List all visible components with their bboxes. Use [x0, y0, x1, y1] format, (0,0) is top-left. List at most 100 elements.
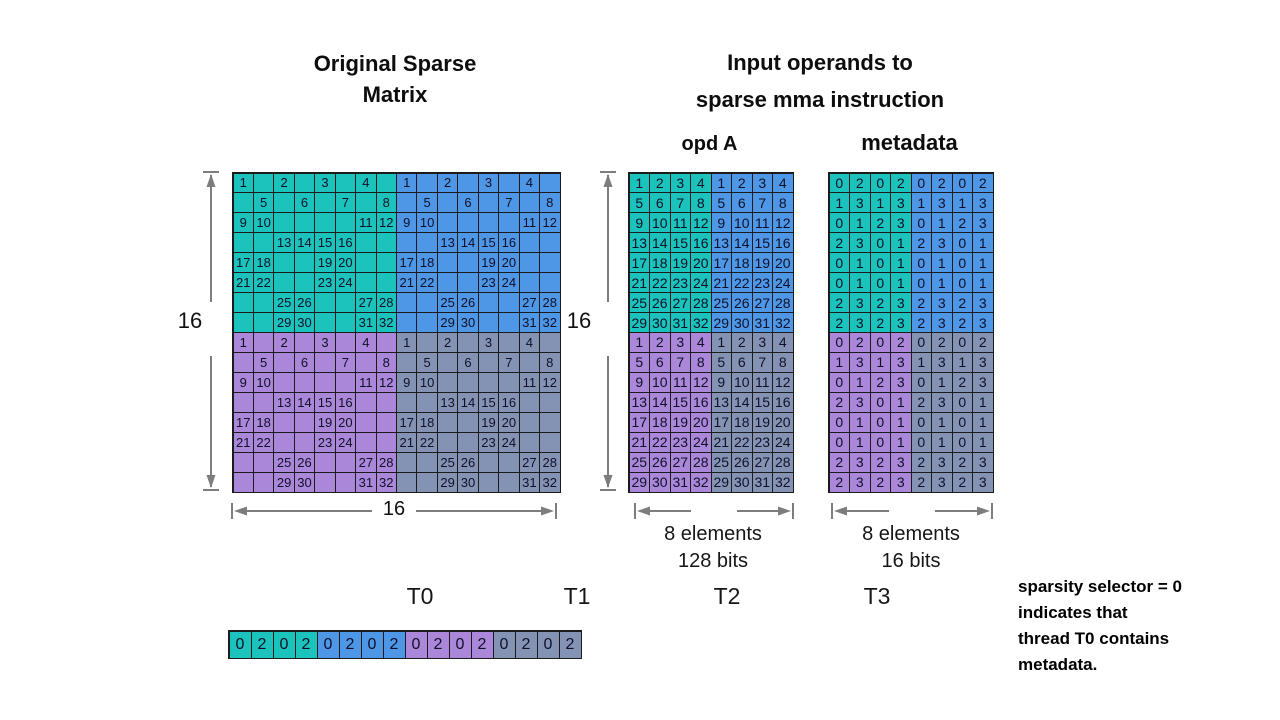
matrix-cell: 0 — [952, 273, 972, 293]
matrix-cell — [315, 352, 335, 372]
matrix-cell: 0 — [829, 273, 849, 293]
selector-strip-cell: 2 — [383, 631, 405, 658]
matrix-cell: 1 — [973, 233, 993, 253]
matrix-cell: 1 — [952, 352, 972, 372]
matrix-cell: 28 — [773, 452, 793, 472]
matrix-cell — [437, 432, 458, 452]
matrix-cell: 28 — [691, 452, 711, 472]
matrix-cell: 2 — [952, 472, 972, 492]
matrix-cell: 7 — [499, 352, 519, 372]
matrix-cell: 0 — [952, 233, 972, 253]
matrix-cell: 0 — [952, 392, 972, 412]
matrix-cell: 1 — [870, 352, 890, 372]
matrix-cell — [540, 233, 560, 253]
matrix-cell — [294, 333, 315, 352]
matrix-cell: 1 — [850, 412, 870, 432]
matrix-cell — [335, 452, 356, 472]
selector-strip-cell: 0 — [317, 631, 339, 658]
matrix-cell: 26 — [458, 452, 478, 472]
matrix-cell: 16 — [691, 233, 711, 253]
matrix-cell — [478, 293, 499, 313]
matrix-cell: 16 — [499, 233, 519, 253]
opd-a-size-note: 8 elements 128 bits — [628, 521, 798, 575]
matrix-cell: 1 — [891, 233, 911, 253]
matrix-cell — [253, 313, 274, 332]
matrix-cell: 5 — [711, 193, 731, 213]
matrix-cell: 23 — [670, 273, 690, 293]
matrix-cell: 14 — [294, 392, 315, 412]
matrix-cell: 2 — [732, 173, 752, 193]
matrix-cell: 13 — [629, 233, 649, 253]
matrix-cell: 19 — [670, 253, 690, 273]
matrix-cell: 19 — [752, 412, 772, 432]
matrix-cell: 3 — [850, 392, 870, 412]
matrix-cell — [437, 213, 458, 233]
matrix-cell: 18 — [732, 412, 752, 432]
matrix-cell: 13 — [274, 392, 294, 412]
matrix-cell: 1 — [850, 213, 870, 233]
matrix-cell: 15 — [315, 233, 335, 253]
matrix-cell: 30 — [294, 313, 315, 332]
matrix-cell: 27 — [519, 293, 540, 313]
sparsity-selector-note-line2: indicates that — [1018, 603, 1128, 622]
matrix-cell: 0 — [829, 333, 849, 352]
selector-strip-cell: 2 — [251, 631, 273, 658]
matrix-cell: 0 — [829, 412, 849, 432]
matrix-cell — [458, 273, 478, 293]
matrix-cell: 24 — [773, 273, 793, 293]
matrix-cell: 5 — [417, 352, 437, 372]
matrix-cell — [315, 313, 335, 332]
matrix-cell: 3 — [850, 313, 870, 332]
matrix-cell: 29 — [629, 472, 649, 492]
matrix-cell — [315, 293, 335, 313]
matrix-cell: 1 — [891, 253, 911, 273]
matrix-cell: 7 — [335, 193, 356, 213]
matrix-cell: 2 — [850, 173, 870, 193]
matrix-cell: 1 — [629, 173, 649, 193]
selector-strip-cell: 2 — [427, 631, 449, 658]
matrix-cell: 18 — [650, 253, 670, 273]
matrix-cell: 3 — [850, 472, 870, 492]
matrix-cell: 7 — [670, 193, 690, 213]
matrix-cell: 4 — [519, 173, 540, 193]
matrix-cell: 1 — [911, 193, 931, 213]
matrix-cell: 1 — [973, 392, 993, 412]
matrix-cell: 0 — [870, 253, 890, 273]
matrix-cell: 0 — [829, 372, 849, 392]
matrix-cell: 2 — [829, 293, 849, 313]
matrix-cell: 20 — [499, 412, 519, 432]
matrix-cell — [356, 253, 376, 273]
matrix-cell: 4 — [691, 173, 711, 193]
selector-strip-cell: 0 — [229, 631, 251, 658]
matrix-cell: 2 — [850, 333, 870, 352]
matrix-cell — [233, 313, 253, 332]
matrix-cell — [233, 193, 253, 213]
matrix-cell: 16 — [773, 233, 793, 253]
matrix-cell: 2 — [870, 472, 890, 492]
matrix-cell: 2 — [829, 472, 849, 492]
matrix-cell: 3 — [315, 333, 335, 352]
matrix-cell — [315, 213, 335, 233]
matrix-cell: 28 — [540, 293, 560, 313]
matrix-cell: 4 — [356, 333, 376, 352]
matrix-cell — [519, 253, 540, 273]
matrix-cell: 23 — [478, 273, 499, 293]
matrix-cell: 18 — [253, 253, 274, 273]
thread-label-t1: T1 — [563, 583, 591, 609]
matrix-cell: 26 — [458, 293, 478, 313]
matrix-cell: 21 — [629, 273, 649, 293]
matrix-cell: 2 — [911, 233, 931, 253]
matrix-cell: 12 — [773, 372, 793, 392]
matrix-cell — [499, 372, 519, 392]
matrix-cell: 25 — [274, 452, 294, 472]
matrix-cell: 22 — [732, 432, 752, 452]
matrix-cell: 2 — [274, 173, 294, 193]
matrix-cell: 27 — [670, 452, 690, 472]
matrix-cell: 9 — [233, 213, 253, 233]
matrix-cell: 15 — [752, 233, 772, 253]
matrix-cell: 1 — [973, 412, 993, 432]
metadata-size-note: 8 elements 16 bits — [826, 521, 996, 575]
matrix-cell — [499, 452, 519, 472]
matrix-cell — [519, 432, 540, 452]
